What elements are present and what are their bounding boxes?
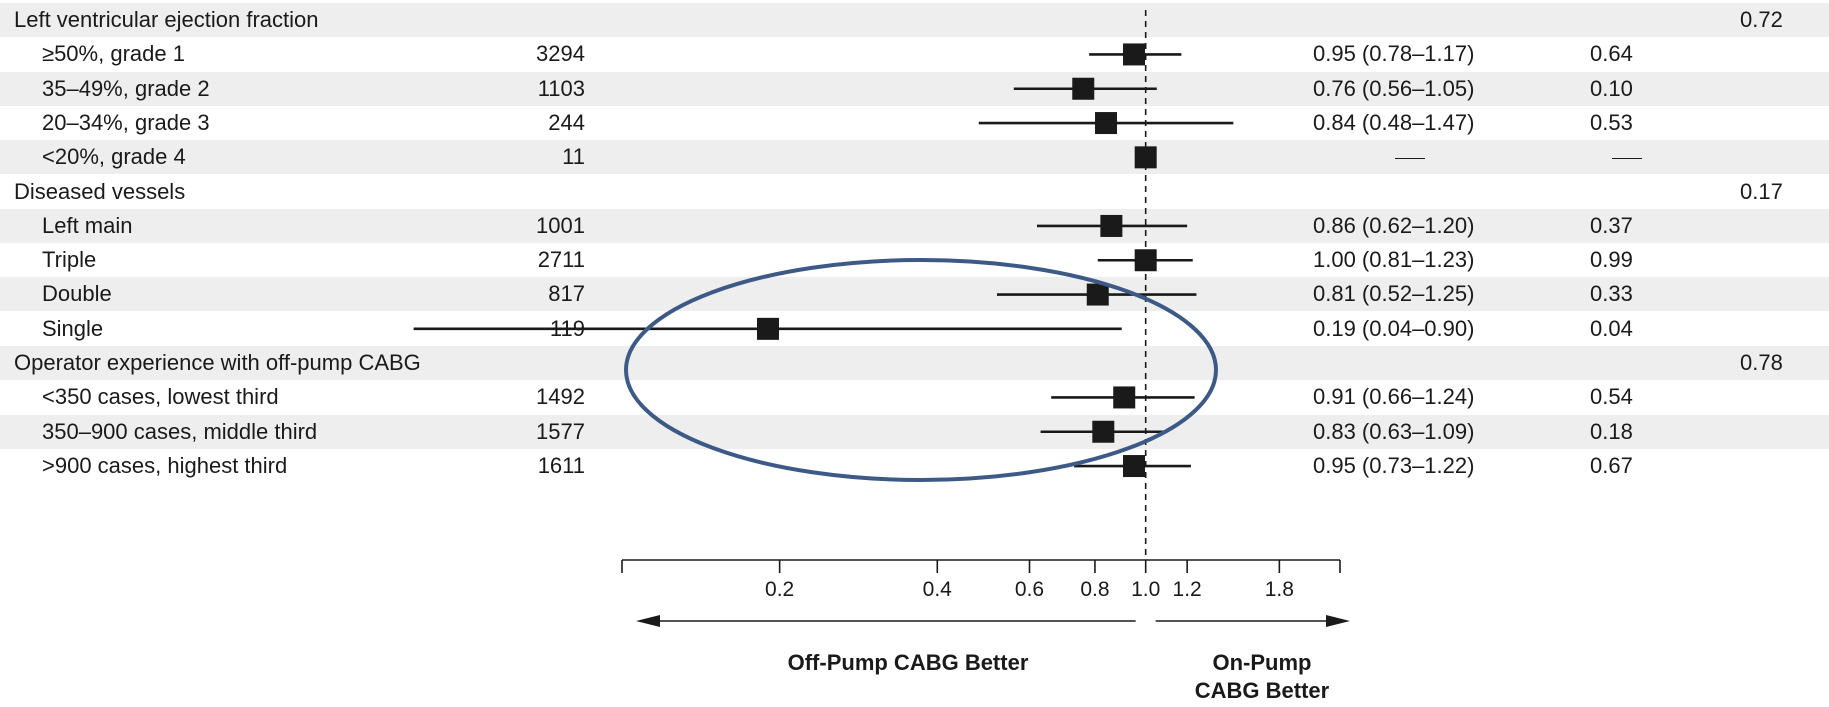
x-tick-label: 0.2 (765, 578, 794, 601)
hazard-ratio-ci: 0.95 (0.78–1.17) (1313, 41, 1475, 67)
p-value: 0.04 (1590, 315, 1633, 341)
x-tick-label: 1.8 (1265, 578, 1294, 601)
point-estimate-square (1134, 146, 1157, 169)
patient-count: 1103 (537, 75, 585, 101)
hazard-ratio-ci: 1.00 (0.81–1.23) (1313, 247, 1475, 273)
hazard-ratio-ci: 0.81 (0.52–1.25) (1313, 281, 1475, 307)
hazard-ratio-ci: 0.86 (0.62–1.20) (1313, 212, 1475, 238)
point-estimate-square (756, 317, 779, 340)
subgroup-header-label: Left ventricular ejection fraction (14, 7, 319, 32)
subgroup-header-label: Operator experience with off-pump CABG (14, 350, 421, 375)
subgroup-label: Left main (42, 212, 133, 238)
point-estimate-square (1095, 112, 1118, 135)
subgroup-row: Single 119 0.19 (0.04–0.90) 0.04 (0, 312, 1829, 346)
subgroup-row: 35–49%, grade 2 1103 0.76 (0.56–1.05) 0.10 (0, 71, 1829, 106)
p-interaction: 0.17 (1740, 178, 1783, 204)
point-estimate-square (1123, 455, 1146, 478)
patient-count: 1577 (536, 418, 585, 444)
subgroup-row: Double 817 0.81 (0.52–1.25) 0.33 (0, 277, 1829, 312)
patient-count: 1492 (536, 384, 585, 410)
p-value: 0.67 (1590, 452, 1633, 478)
subgroup-header-row: Left ventricular ejection fraction 0.72 (0, 3, 1829, 37)
subgroup-row: <350 cases, lowest third 1492 0.91 (0.66–1… (0, 380, 1829, 414)
hazard-ratio-ci: 0.83 (0.63–1.09) (1313, 418, 1475, 444)
hazard-ratio-ci: 0.91 (0.66–1.24) (1313, 384, 1475, 410)
subgroup-label: ≥50%, grade 1 (42, 41, 185, 67)
favor-right-arrowhead (1326, 615, 1350, 627)
subgroup-label: <350 cases, lowest third (42, 384, 279, 410)
subgroup-label: 350–900 cases, middle third (42, 418, 318, 444)
subgroup-header-row: Diseased vessels 0.17 (0, 175, 1829, 209)
patient-count: 244 (548, 109, 585, 135)
point-estimate-square (1100, 214, 1123, 237)
subgroup-label: 35–49%, grade 2 (42, 75, 210, 101)
patient-count: 3294 (536, 41, 585, 67)
subgroup-row: <20%, grade 4 11 (0, 140, 1829, 175)
point-estimate-square (1134, 249, 1157, 272)
p-value: 0.18 (1590, 418, 1633, 444)
subgroup-label: Single (42, 315, 104, 341)
hazard-ratio-ci: 0.19 (0.04–0.90) (1313, 315, 1475, 341)
subgroup-row: 350–900 cases, middle third 1577 0.83 (0.6… (0, 414, 1829, 449)
x-tick-label: 0.6 (1015, 578, 1044, 601)
highlight-ellipse (624, 258, 1218, 482)
patient-count: 11 (562, 144, 585, 170)
x-tick-label: 0.4 (923, 578, 953, 601)
p-value: 0.64 (1590, 41, 1633, 67)
p-interaction: 0.72 (1740, 7, 1783, 32)
subgroup-row: 20–34%, grade 3 244 0.84 (0.48–1.47) 0.53 (0, 106, 1829, 140)
subgroup-label: <20%, grade 4 (42, 144, 186, 170)
p-value: 0.53 (1590, 109, 1633, 135)
p-value-missing (1612, 140, 1642, 174)
point-estimate-square (1072, 77, 1095, 100)
p-value: 0.54 (1590, 384, 1633, 410)
hazard-ratio-ci: 0.76 (0.56–1.05) (1313, 75, 1475, 101)
subgroup-label: Triple (42, 247, 97, 273)
subgroup-header-row: Operator experience with off-pump CABG 0.… (0, 346, 1829, 380)
subgroup-row: ≥50%, grade 1 3294 0.95 (0.78–1.17) 0.64 (0, 37, 1829, 71)
dash-mark (1395, 157, 1425, 159)
point-estimate-square (1086, 283, 1109, 306)
p-value: 0.10 (1590, 75, 1633, 101)
patient-count: 817 (548, 281, 585, 307)
hazard-ratio-ci: 0.84 (0.48–1.47) (1313, 109, 1475, 135)
p-value: 0.99 (1590, 247, 1633, 273)
x-tick-label: 1.0 (1131, 578, 1160, 601)
x-tick-label: 0.8 (1080, 578, 1109, 601)
hazard-ratio-ci: 0.95 (0.73–1.22) (1313, 452, 1475, 478)
dash-mark (1612, 157, 1642, 159)
subgroup-label: Double (42, 281, 112, 307)
favor-left-arrowhead (636, 615, 660, 627)
favor-left-label: Off-Pump CABG Better (788, 650, 1029, 675)
p-interaction: 0.78 (1740, 350, 1783, 375)
subgroup-row: >900 cases, highest third 1611 0.95 (0.73–… (0, 449, 1829, 483)
favor-right-label-line: On-Pump (1213, 650, 1312, 675)
patient-count: 1001 (536, 212, 585, 238)
subgroup-row: Left main 1001 0.86 (0.62–1.20) 0.37 (0, 208, 1829, 243)
p-value: 0.33 (1590, 281, 1633, 307)
x-tick-label: 1.2 (1173, 578, 1202, 601)
patient-count: 2711 (537, 247, 585, 273)
point-estimate-square (1113, 386, 1136, 409)
subgroup-label: >900 cases, highest third (42, 452, 288, 478)
subgroup-header-label: Diseased vessels (14, 178, 186, 204)
point-estimate-square (1123, 43, 1146, 66)
p-value: 0.37 (1590, 212, 1633, 238)
favor-right-label-line: CABG Better (1195, 678, 1330, 703)
subgroup-row: Triple 2711 1.00 (0.81–1.23) 0.99 (0, 243, 1829, 277)
subgroup-label: 20–34%, grade 3 (42, 109, 210, 135)
hazard-ratio-missing (1395, 140, 1425, 174)
patient-count: 1611 (537, 452, 585, 478)
point-estimate-square (1092, 420, 1115, 443)
favor-right-label: On-Pump CABG Better (1195, 650, 1330, 703)
